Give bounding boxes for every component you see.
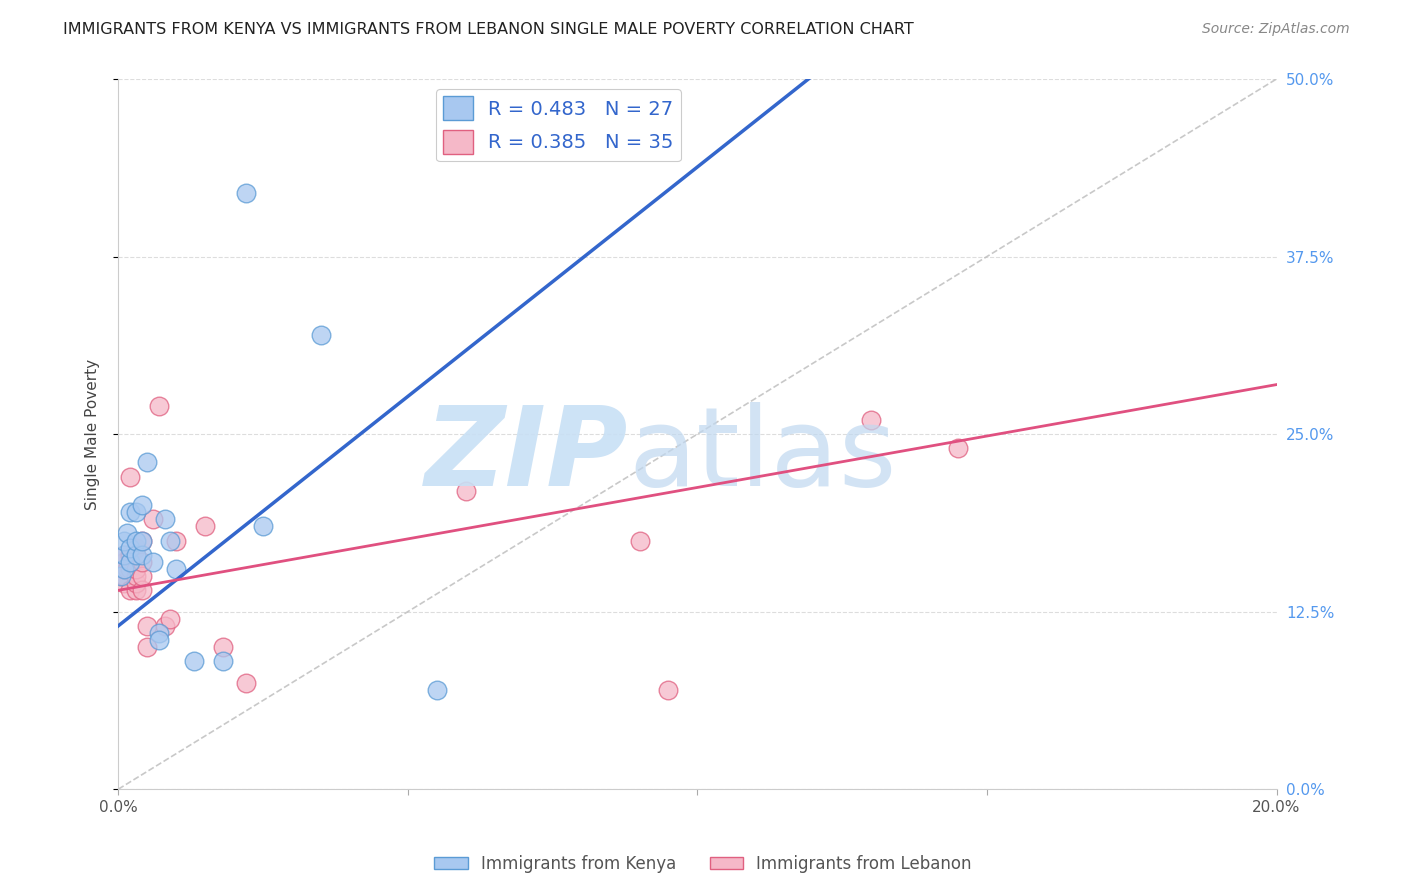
Point [860,413,883,427]
Point [112,569,135,583]
Point [142,555,165,569]
Point [118,469,141,483]
Point [159,533,181,548]
Legend: Immigrants from Kenya, Immigrants from Lebanon: Immigrants from Kenya, Immigrants from L… [427,848,979,880]
Point [131,498,153,512]
Point [125,562,148,576]
Point [148,632,170,647]
Point [165,533,187,548]
Point [112,533,135,548]
Point [112,548,135,562]
Point [165,562,187,576]
Point [183,654,205,668]
Point [211,654,233,668]
Point [118,562,141,576]
Point [112,562,135,576]
Point [454,483,477,498]
Point [125,569,148,583]
Point [153,512,176,526]
Legend: R = 0.483   N = 27, R = 0.385   N = 35: R = 0.483 N = 27, R = 0.385 N = 35 [436,88,682,161]
Point [112,555,135,569]
Text: IMMIGRANTS FROM KENYA VS IMMIGRANTS FROM LEBANON SINGLE MALE POVERTY CORRELATION: IMMIGRANTS FROM KENYA VS IMMIGRANTS FROM… [63,22,914,37]
Point [115,526,138,541]
Point [112,562,135,576]
Point [148,626,170,640]
Point [153,619,176,633]
Point [125,576,148,591]
Point [112,548,135,562]
Point [110,569,132,583]
Point [125,548,148,562]
Point [235,186,257,200]
Point [131,555,153,569]
Point [131,548,153,562]
Text: Source: ZipAtlas.com: Source: ZipAtlas.com [1202,22,1350,37]
Point [118,555,141,569]
Point [628,533,651,548]
Point [211,640,233,654]
Point [110,569,132,583]
Point [125,505,148,519]
Point [159,612,181,626]
Y-axis label: Single Male Poverty: Single Male Poverty [86,359,100,509]
Point [115,562,138,576]
Point [118,541,141,555]
Point [118,505,141,519]
Point [125,583,148,598]
Point [194,519,217,533]
Text: ZIP: ZIP [425,402,628,508]
Point [252,519,274,533]
Point [136,455,159,469]
Point [235,675,257,690]
Point [426,682,449,697]
Point [125,533,148,548]
Point [142,512,165,526]
Point [148,399,170,413]
Point [657,682,679,697]
Point [131,569,153,583]
Point [112,576,135,591]
Point [136,640,159,654]
Point [136,619,159,633]
Text: atlas: atlas [628,402,897,508]
Point [118,583,141,598]
Point [125,541,148,555]
Point [131,533,153,548]
Point [131,583,153,598]
Point [309,327,332,342]
Point [946,442,969,456]
Point [131,533,153,548]
Point [118,548,141,562]
